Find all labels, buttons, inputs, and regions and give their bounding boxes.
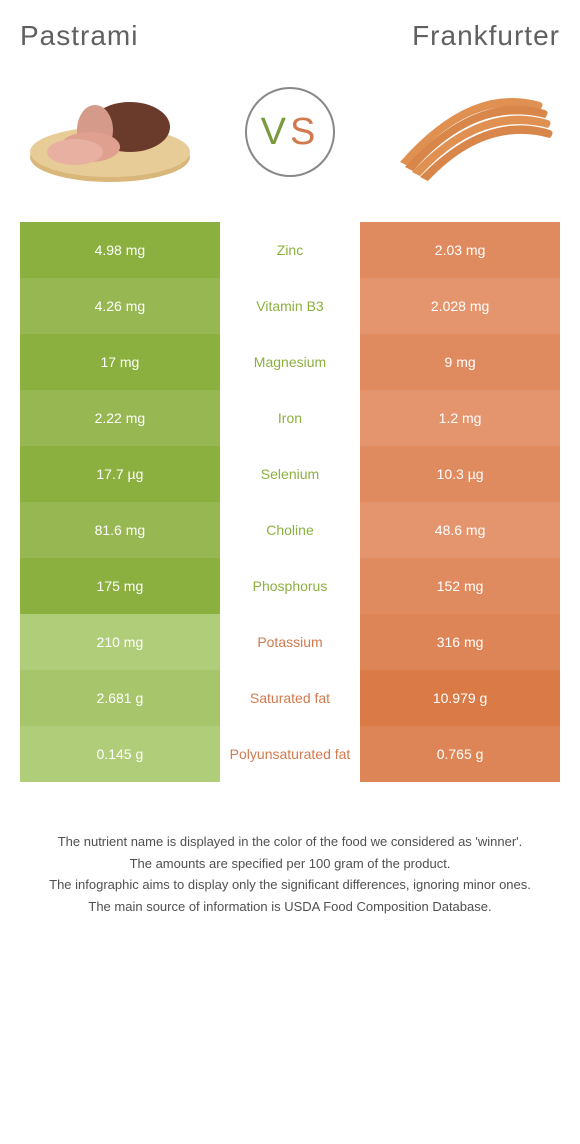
left-value: 17.7 µg xyxy=(20,446,220,502)
pastrami-image xyxy=(20,72,200,192)
table-row: 0.145 gPolyunsaturated fat0.765 g xyxy=(20,726,560,782)
nutrient-label: Choline xyxy=(220,502,360,558)
table-row: 4.98 mgZinc2.03 mg xyxy=(20,222,560,278)
table-row: 210 mgPotassium316 mg xyxy=(20,614,560,670)
table-row: 81.6 mgCholine48.6 mg xyxy=(20,502,560,558)
right-value: 316 mg xyxy=(360,614,560,670)
nutrient-label: Potassium xyxy=(220,614,360,670)
right-value: 9 mg xyxy=(360,334,560,390)
table-row: 17.7 µgSelenium10.3 µg xyxy=(20,446,560,502)
left-value: 4.98 mg xyxy=(20,222,220,278)
footnote-line: The nutrient name is displayed in the co… xyxy=(20,832,560,852)
footnote-line: The infographic aims to display only the… xyxy=(20,875,560,895)
nutrient-label: Saturated fat xyxy=(220,670,360,726)
table-row: 17 mgMagnesium9 mg xyxy=(20,334,560,390)
left-value: 0.145 g xyxy=(20,726,220,782)
left-value: 17 mg xyxy=(20,334,220,390)
left-value: 2.22 mg xyxy=(20,390,220,446)
left-value: 210 mg xyxy=(20,614,220,670)
right-value: 152 mg xyxy=(360,558,560,614)
right-value: 10.979 g xyxy=(360,670,560,726)
header: Pastrami Frankfurter xyxy=(20,20,560,52)
right-value: 2.028 mg xyxy=(360,278,560,334)
title-pastrami: Pastrami xyxy=(20,20,138,52)
left-value: 175 mg xyxy=(20,558,220,614)
frankfurter-image xyxy=(380,72,560,192)
table-row: 175 mgPhosphorus152 mg xyxy=(20,558,560,614)
nutrient-label: Vitamin B3 xyxy=(220,278,360,334)
left-value: 2.681 g xyxy=(20,670,220,726)
left-value: 81.6 mg xyxy=(20,502,220,558)
vs-s: S xyxy=(290,111,319,154)
footnote-line: The main source of information is USDA F… xyxy=(20,897,560,917)
nutrient-label: Iron xyxy=(220,390,360,446)
nutrient-label: Selenium xyxy=(220,446,360,502)
table-row: 4.26 mgVitamin B32.028 mg xyxy=(20,278,560,334)
right-value: 10.3 µg xyxy=(360,446,560,502)
nutrient-label: Phosphorus xyxy=(220,558,360,614)
nutrient-table: 4.98 mgZinc2.03 mg4.26 mgVitamin B32.028… xyxy=(20,222,560,782)
right-value: 0.765 g xyxy=(360,726,560,782)
table-row: 2.681 gSaturated fat10.979 g xyxy=(20,670,560,726)
vs-v: V xyxy=(261,111,290,154)
right-value: 2.03 mg xyxy=(360,222,560,278)
table-row: 2.22 mgIron1.2 mg xyxy=(20,390,560,446)
nutrient-label: Zinc xyxy=(220,222,360,278)
nutrient-label: Polyunsaturated fat xyxy=(220,726,360,782)
footnotes: The nutrient name is displayed in the co… xyxy=(20,832,560,916)
right-value: 48.6 mg xyxy=(360,502,560,558)
images-row: VS xyxy=(20,72,560,192)
footnote-line: The amounts are specified per 100 gram o… xyxy=(20,854,560,874)
nutrient-label: Magnesium xyxy=(220,334,360,390)
left-value: 4.26 mg xyxy=(20,278,220,334)
right-value: 1.2 mg xyxy=(360,390,560,446)
vs-badge: VS xyxy=(245,87,335,177)
title-frankfurter: Frankfurter xyxy=(412,20,560,52)
